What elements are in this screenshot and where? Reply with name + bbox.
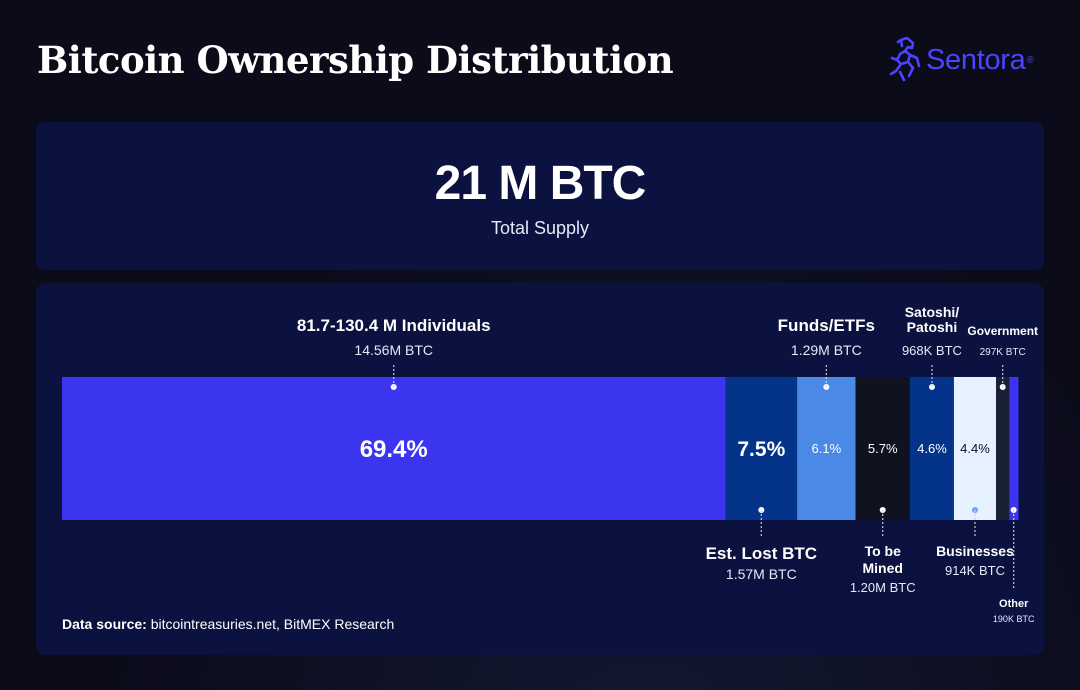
data-source-label: Data source: bbox=[62, 616, 147, 632]
segment-individuals[interactable]: 69.4% 14.56M BTC 81.7-130.4 M Individuals bbox=[62, 316, 726, 520]
bar-other[interactable] bbox=[1009, 377, 1019, 520]
amount-label-satoshi: 968K BTC bbox=[902, 343, 962, 358]
total-supply-label: Total Supply bbox=[490, 218, 590, 238]
name-label-mined: Mined bbox=[862, 560, 902, 576]
bar-lost[interactable] bbox=[725, 377, 798, 520]
name-label-other: Other bbox=[999, 598, 1029, 610]
bar-government[interactable] bbox=[996, 377, 1010, 520]
amount-label-other: 190K BTC bbox=[993, 614, 1035, 624]
percent-label-businesses: 4.4% bbox=[960, 441, 990, 456]
bar-individuals[interactable] bbox=[62, 377, 726, 520]
bar-satoshi[interactable] bbox=[909, 377, 955, 520]
percent-label-lost: 7.5% bbox=[737, 438, 785, 461]
segment-lost[interactable]: 7.5% Est. Lost BTC 1.57M BTC bbox=[706, 377, 817, 582]
data-source-text: bitcointreasuries.net, BitMEX Research bbox=[146, 616, 395, 632]
page-title: Bitcoin Ownership Distribution bbox=[37, 38, 674, 82]
amount-label-individuals: 14.56M BTC bbox=[354, 342, 433, 358]
bar-mined[interactable] bbox=[855, 377, 911, 520]
name-label-mined: To be bbox=[865, 543, 902, 559]
amount-label-lost: 1.57M BTC bbox=[726, 566, 797, 582]
percent-label-mined: 5.7% bbox=[868, 441, 898, 456]
data-source: Data source: bitcointreasuries.net, BitM… bbox=[62, 616, 394, 632]
registered-mark: ® bbox=[1026, 54, 1034, 66]
segment-other[interactable]: Other 190K BTC bbox=[993, 377, 1035, 624]
amount-label-businesses: 914K BTC bbox=[945, 563, 1005, 578]
stacked-bar-chart: 69.4% 14.56M BTC 81.7-130.4 M Individuals 7… bbox=[62, 304, 1038, 624]
name-label-businesses: Businesses bbox=[936, 543, 1014, 559]
name-label-satoshi: Patoshi bbox=[907, 319, 958, 335]
name-label-government: Government bbox=[967, 324, 1038, 338]
segment-government[interactable]: 297K BTC Government bbox=[967, 324, 1038, 520]
name-label-funds: Funds/ETFs bbox=[778, 316, 875, 335]
distribution-chart-card: 69.4% 14.56M BTC 81.7-130.4 M Individuals 7… bbox=[36, 283, 1044, 655]
percent-label-individuals: 69.4% bbox=[360, 436, 428, 463]
amount-label-mined: 1.20M BTC bbox=[850, 580, 916, 595]
segment-satoshi[interactable]: 4.6% 968K BTC Satoshi/Patoshi bbox=[902, 304, 962, 520]
total-supply-card: 21 M BTC Total Supply bbox=[36, 122, 1044, 270]
percent-label-satoshi: 4.6% bbox=[917, 441, 947, 456]
brand-name: Sentora bbox=[926, 43, 1026, 76]
horse-logo-icon bbox=[889, 36, 921, 82]
percent-label-funds: 6.1% bbox=[812, 441, 842, 456]
segment-funds[interactable]: 6.1% 1.29M BTC Funds/ETFs bbox=[778, 316, 875, 520]
name-label-individuals: 81.7-130.4 M Individuals bbox=[297, 316, 491, 335]
bar-businesses[interactable] bbox=[953, 377, 997, 520]
amount-label-funds: 1.29M BTC bbox=[791, 342, 862, 358]
bar-funds[interactable] bbox=[797, 377, 856, 520]
segment-businesses[interactable]: 4.4% Businesses 914K BTC bbox=[936, 377, 1014, 578]
name-label-lost: Est. Lost BTC bbox=[706, 544, 817, 563]
brand-logo[interactable]: Sentora ® bbox=[888, 36, 1034, 84]
name-label-satoshi: Satoshi/ bbox=[905, 304, 960, 320]
amount-label-government: 297K BTC bbox=[980, 347, 1026, 358]
total-supply-value: 21 M BTC bbox=[434, 157, 647, 210]
